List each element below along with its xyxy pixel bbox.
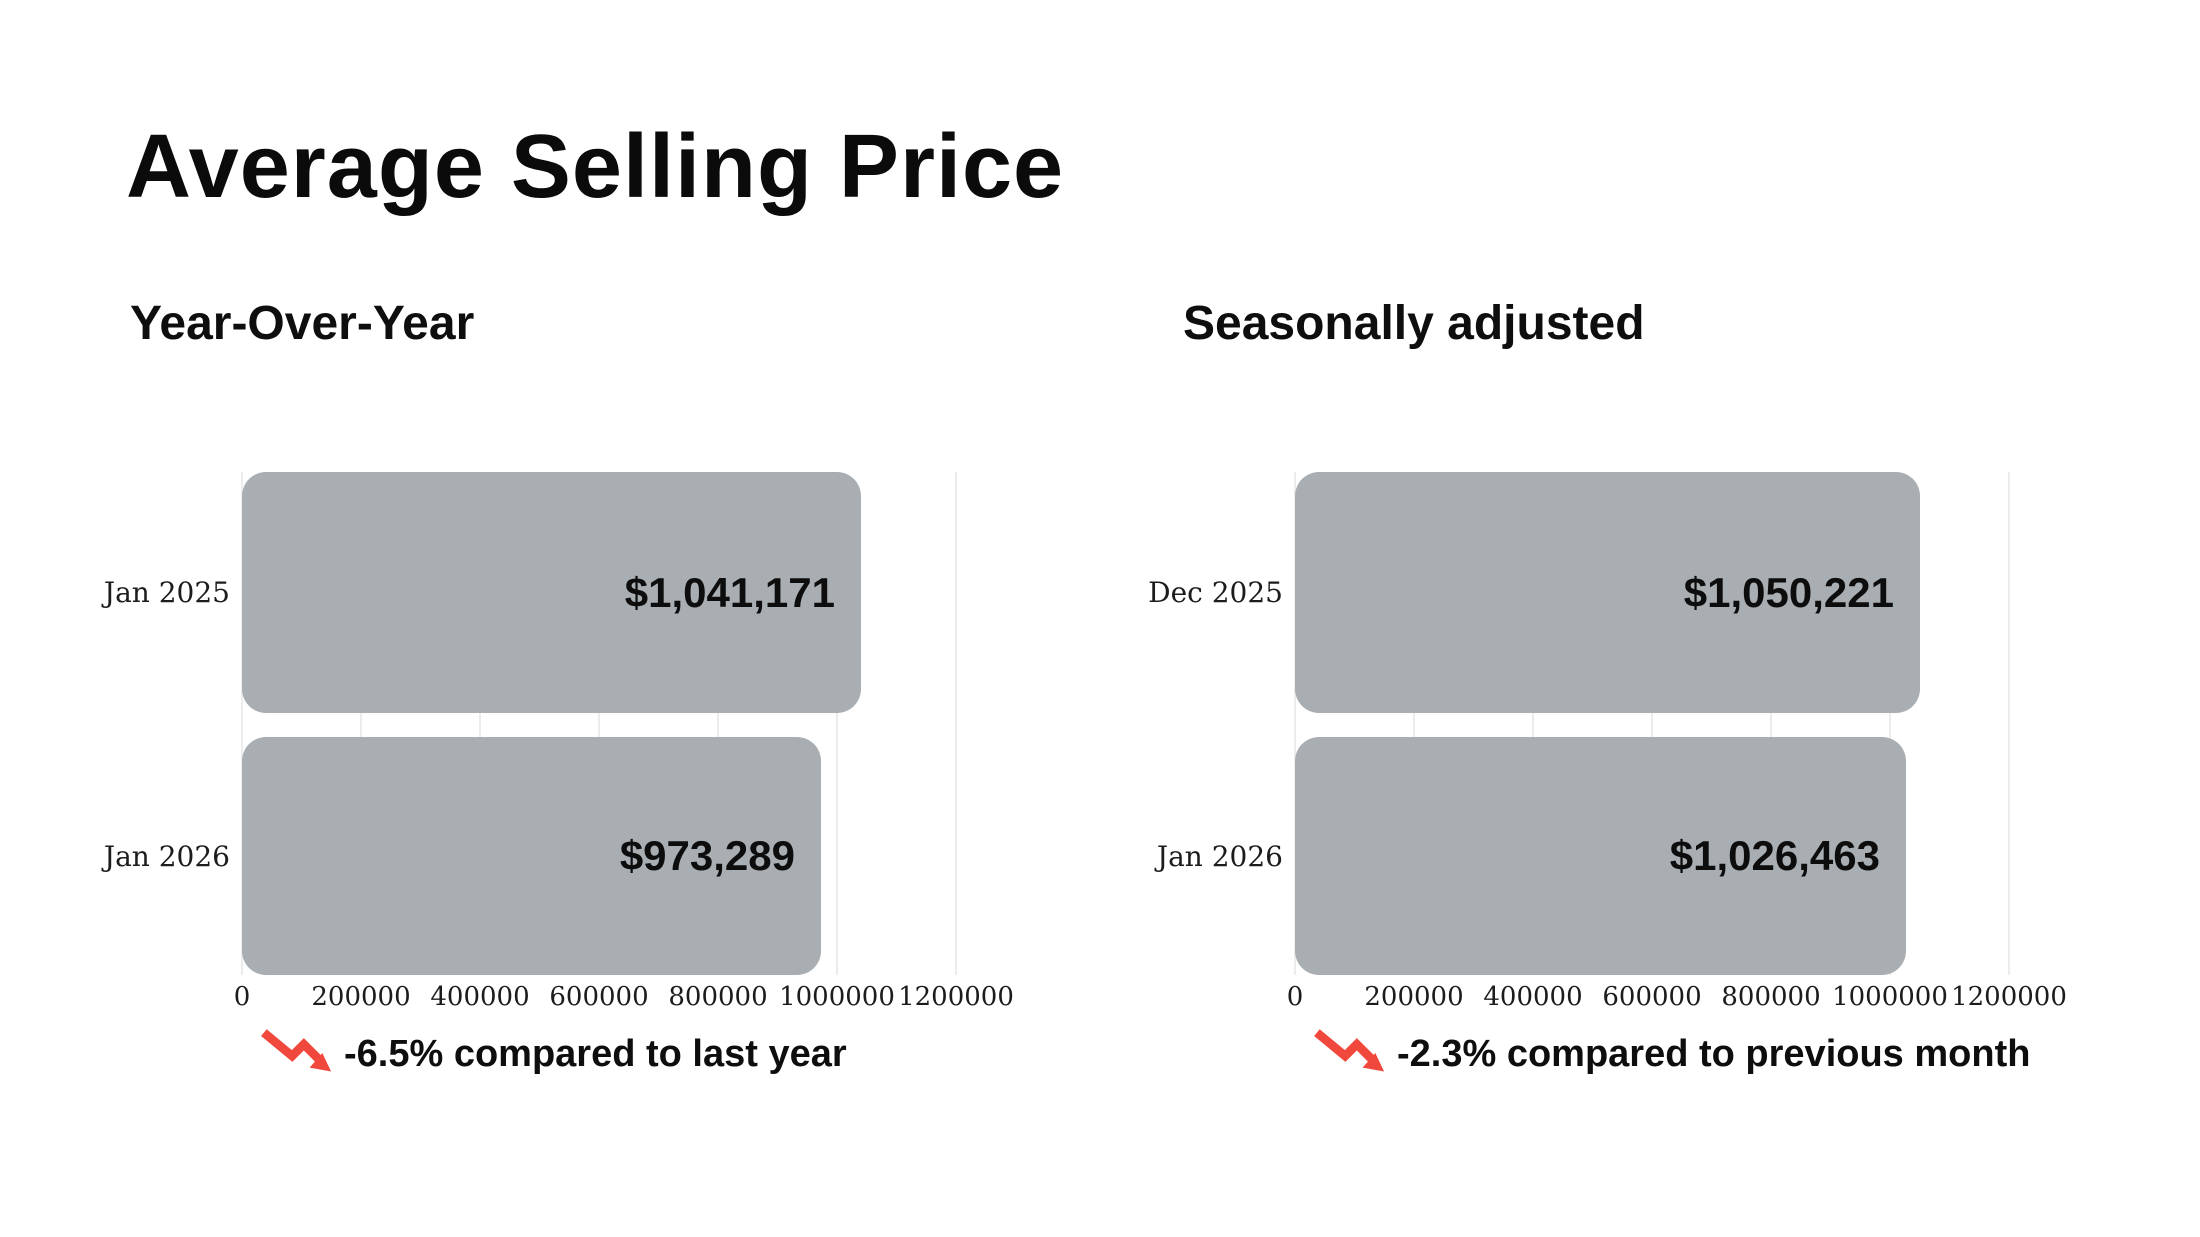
bar-jan-2025: $1,041,171 <box>242 472 861 713</box>
category-label: Jan 2025 <box>103 576 230 609</box>
x-axis-tick-label: 600000 <box>1602 982 1702 1012</box>
category-label: Jan 2026 <box>103 839 230 873</box>
gridline <box>1532 472 1534 975</box>
bar-value-label: $1,041,171 <box>624 568 835 616</box>
trending-down-icon <box>1314 1029 1385 1072</box>
x-axis-tick-label: 400000 <box>1483 982 1583 1012</box>
x-axis-tick-label: 200000 <box>311 982 411 1012</box>
x-axis-tick-label: 1200000 <box>1951 982 2067 1012</box>
x-axis-tick-label: 800000 <box>1721 982 1821 1012</box>
gridline <box>1651 472 1653 975</box>
gridline <box>479 472 481 975</box>
x-axis-tick-label: 600000 <box>549 982 649 1012</box>
gridline <box>2008 472 2010 975</box>
chart-panel-seasonally-adjusted: Seasonally adjusted 0 200000 400000 600000 8… <box>1148 0 2193 1237</box>
x-axis-tick-label: 800000 <box>668 982 768 1012</box>
bar-jan-2026: $1,026,463 <box>1295 737 1906 975</box>
plot-area: 0 200000 400000 600000 800000 1000000 1200000 $… <box>234 472 1032 1012</box>
x-axis-tick-label: 1000000 <box>1832 982 1948 1012</box>
category-label: Jan 2026 <box>1156 839 1283 873</box>
gridline <box>836 472 838 975</box>
chart-subtitle: Year-Over-Year <box>130 297 475 350</box>
x-axis-tick-label: 1200000 <box>898 982 1014 1012</box>
bar-dec-2025: $1,050,221 <box>1295 472 1920 713</box>
gridline <box>1294 472 1296 975</box>
trend-annotation: -6.5% compared to last year <box>260 1028 847 1080</box>
x-axis-tick-label: 0 <box>233 982 251 1012</box>
chart-subtitle: Seasonally adjusted <box>1183 297 1645 350</box>
gridline <box>598 472 600 975</box>
trend-annotation: -2.3% compared to previous month <box>1313 1028 2030 1080</box>
gridline <box>1770 472 1772 975</box>
trend-annotation-text: -2.3% compared to previous month <box>1397 1033 2031 1075</box>
chart-panel-year-over-year: Year-Over-Year 0 200000 400000 600000 800000… <box>103 0 1140 1237</box>
gridline <box>1413 472 1415 975</box>
bar-jan-2026: $973,289 <box>242 737 821 975</box>
gridline <box>717 472 719 975</box>
gridline <box>1889 472 1891 975</box>
gridline <box>241 472 243 975</box>
x-axis-tick-label: 200000 <box>1364 982 1464 1012</box>
plot-area: 0 200000 400000 600000 800000 1000000 1200000 $… <box>1287 472 2085 1012</box>
trend-annotation-text: -6.5% compared to last year <box>344 1033 847 1075</box>
x-axis-tick-label: 1000000 <box>779 982 895 1012</box>
category-label: Dec 2025 <box>1148 576 1283 609</box>
bar-value-label: $1,050,221 <box>1683 568 1894 616</box>
page-title: Average Selling Price <box>126 117 1065 217</box>
bar-value-label: $1,026,463 <box>1669 832 1880 879</box>
trending-down-icon <box>261 1029 332 1072</box>
bar-value-label: $973,289 <box>619 832 795 879</box>
gridline <box>955 472 957 975</box>
gridline <box>360 472 362 975</box>
x-axis-tick-label: 0 <box>1286 982 1304 1012</box>
x-axis-tick-label: 400000 <box>430 982 530 1012</box>
